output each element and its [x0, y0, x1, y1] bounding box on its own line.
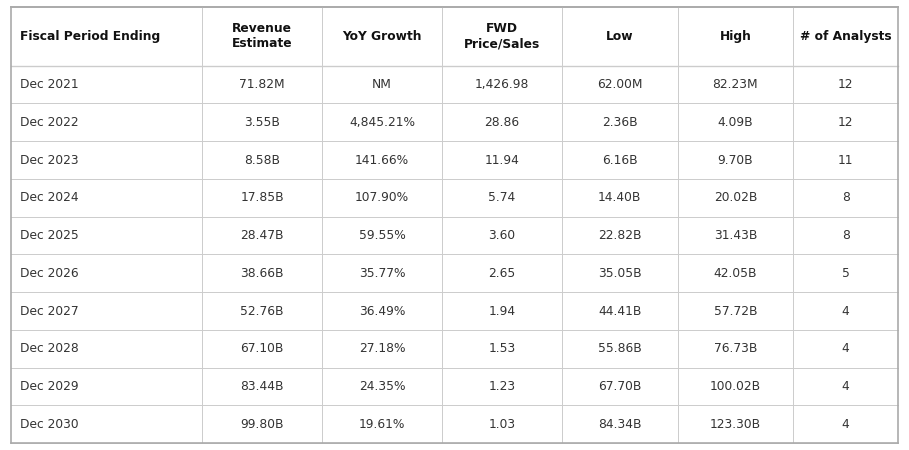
Text: 4: 4	[842, 305, 850, 318]
Text: 4.09B: 4.09B	[717, 116, 754, 129]
Text: 24.35%: 24.35%	[359, 380, 405, 393]
Text: 14.40B: 14.40B	[598, 191, 642, 204]
Text: Dec 2025: Dec 2025	[20, 229, 79, 242]
Text: 52.76B: 52.76B	[240, 305, 284, 318]
Text: 99.80B: 99.80B	[240, 418, 284, 431]
Text: 20.02B: 20.02B	[714, 191, 757, 204]
Text: 107.90%: 107.90%	[355, 191, 409, 204]
Text: 4: 4	[842, 380, 850, 393]
Text: Revenue
Estimate: Revenue Estimate	[232, 22, 293, 50]
Text: 5: 5	[842, 267, 850, 280]
Text: 1.23: 1.23	[488, 380, 515, 393]
Text: 3.55B: 3.55B	[245, 116, 280, 129]
Text: 1.03: 1.03	[488, 418, 515, 431]
Text: Dec 2026: Dec 2026	[20, 267, 78, 280]
Text: 141.66%: 141.66%	[355, 153, 409, 166]
Text: Dec 2022: Dec 2022	[20, 116, 78, 129]
Text: 2.65: 2.65	[488, 267, 515, 280]
Text: Fiscal Period Ending: Fiscal Period Ending	[20, 30, 160, 43]
Text: 9.70B: 9.70B	[717, 153, 754, 166]
Text: Dec 2030: Dec 2030	[20, 418, 78, 431]
Text: 82.23M: 82.23M	[713, 78, 758, 91]
Text: 35.77%: 35.77%	[359, 267, 405, 280]
Text: 5.74: 5.74	[488, 191, 515, 204]
Text: 1.53: 1.53	[488, 342, 515, 356]
Text: 123.30B: 123.30B	[710, 418, 761, 431]
Text: FWD
Price/Sales: FWD Price/Sales	[464, 22, 540, 50]
Text: High: High	[720, 30, 752, 43]
Text: 22.82B: 22.82B	[598, 229, 642, 242]
Text: 2.36B: 2.36B	[602, 116, 637, 129]
Text: 44.41B: 44.41B	[598, 305, 642, 318]
Text: 1.94: 1.94	[488, 305, 515, 318]
Text: 8: 8	[842, 229, 850, 242]
Text: Dec 2029: Dec 2029	[20, 380, 78, 393]
Text: Dec 2021: Dec 2021	[20, 78, 78, 91]
Text: 57.72B: 57.72B	[714, 305, 757, 318]
Text: 71.82M: 71.82M	[239, 78, 285, 91]
Text: YoY Growth: YoY Growth	[343, 30, 422, 43]
Text: 76.73B: 76.73B	[714, 342, 757, 356]
Text: 11.94: 11.94	[484, 153, 520, 166]
Text: 4: 4	[842, 418, 850, 431]
Text: 100.02B: 100.02B	[710, 380, 761, 393]
Text: Dec 2028: Dec 2028	[20, 342, 79, 356]
Text: Dec 2027: Dec 2027	[20, 305, 78, 318]
Text: 84.34B: 84.34B	[598, 418, 642, 431]
Text: 67.70B: 67.70B	[598, 380, 642, 393]
Text: Dec 2024: Dec 2024	[20, 191, 78, 204]
Text: 28.86: 28.86	[484, 116, 520, 129]
Text: 17.85B: 17.85B	[240, 191, 284, 204]
Text: 38.66B: 38.66B	[240, 267, 284, 280]
Text: 12: 12	[838, 116, 854, 129]
Text: 8.58B: 8.58B	[244, 153, 280, 166]
Text: 11: 11	[838, 153, 854, 166]
Text: 31.43B: 31.43B	[714, 229, 757, 242]
Text: 42.05B: 42.05B	[714, 267, 757, 280]
Text: 36.49%: 36.49%	[359, 305, 405, 318]
Text: 1,426.98: 1,426.98	[474, 78, 529, 91]
Text: 35.05B: 35.05B	[598, 267, 642, 280]
Text: 55.86B: 55.86B	[598, 342, 642, 356]
Text: 6.16B: 6.16B	[602, 153, 637, 166]
Text: 67.10B: 67.10B	[240, 342, 284, 356]
Text: 12: 12	[838, 78, 854, 91]
Text: 4,845.21%: 4,845.21%	[349, 116, 415, 129]
Text: Dec 2023: Dec 2023	[20, 153, 78, 166]
Text: 19.61%: 19.61%	[359, 418, 405, 431]
Text: 83.44B: 83.44B	[240, 380, 284, 393]
Text: 62.00M: 62.00M	[597, 78, 643, 91]
Text: 3.60: 3.60	[488, 229, 515, 242]
Text: 28.47B: 28.47B	[240, 229, 284, 242]
Text: Low: Low	[606, 30, 634, 43]
Text: NM: NM	[372, 78, 392, 91]
Text: 59.55%: 59.55%	[359, 229, 405, 242]
Text: 4: 4	[842, 342, 850, 356]
Text: 27.18%: 27.18%	[359, 342, 405, 356]
Text: 8: 8	[842, 191, 850, 204]
Text: # of Analysts: # of Analysts	[800, 30, 892, 43]
